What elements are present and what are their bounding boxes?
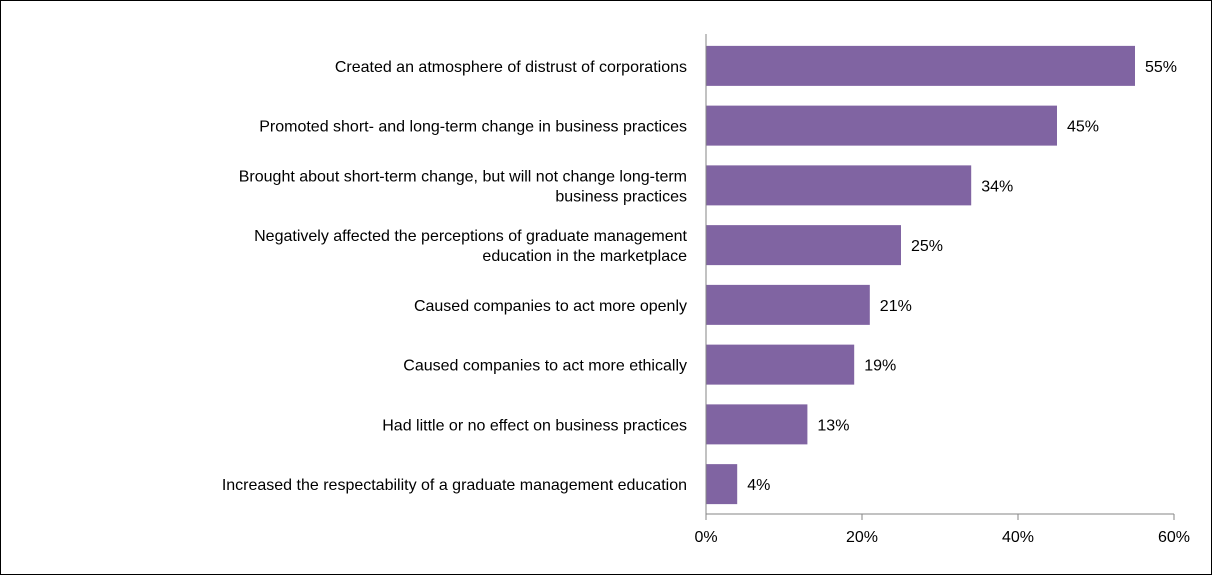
data-label-7: 13% <box>817 417 849 434</box>
category-label-3-line-1: Brought about short-term change, but wil… <box>239 168 687 185</box>
x-tick-label-3: 40% <box>1002 529 1034 546</box>
data-label-6: 19% <box>864 358 896 375</box>
bar-4 <box>706 225 901 266</box>
x-tick-label-4: 60% <box>1158 529 1190 546</box>
bar-1 <box>706 45 1135 86</box>
bars-group <box>706 45 1135 505</box>
bar-5 <box>706 284 870 325</box>
data-label-8: 4% <box>747 477 770 494</box>
x-tick-label-2: 20% <box>846 529 878 546</box>
bar-2 <box>706 105 1057 146</box>
category-label-6: Caused companies to act more ethically <box>403 358 687 375</box>
bar-3 <box>706 165 972 206</box>
category-label-1: Created an atmosphere of distrust of cor… <box>335 59 687 76</box>
bar-6 <box>706 344 855 385</box>
data-label-3: 34% <box>981 178 1013 195</box>
category-label-8: Increased the respectability of a gradua… <box>222 477 687 494</box>
data-label-2: 45% <box>1067 119 1099 136</box>
category-label-3-line-2: business practices <box>555 188 687 205</box>
x-tick-label-1: 0% <box>694 529 717 546</box>
category-label-4-line-2: education in the marketplace <box>482 248 687 265</box>
category-label-2: Promoted short- and long-term change in … <box>259 119 687 136</box>
category-labels-group: Created an atmosphere of distrust of cor… <box>222 59 688 494</box>
bar-8 <box>706 464 738 505</box>
data-labels-group: 55% 45% 34% 25% 21% 19% 13% 4% <box>747 59 1177 494</box>
bar-7 <box>706 404 808 445</box>
category-label-5: Caused companies to act more openly <box>414 298 687 315</box>
x-axis: 0% 20% 40% 60% <box>694 34 1190 546</box>
data-label-4: 25% <box>911 238 943 255</box>
data-label-5: 21% <box>880 298 912 315</box>
data-label-1: 55% <box>1145 59 1177 76</box>
category-label-4-line-1: Negatively affected the perceptions of g… <box>254 228 687 245</box>
category-label-7: Had little or no effect on business prac… <box>382 417 687 434</box>
